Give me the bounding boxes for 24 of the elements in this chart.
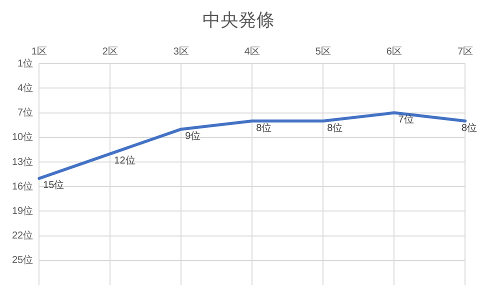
y-tick-label: 19位 [12,204,34,217]
y-tick-label: 13位 [12,156,34,168]
x-tick-label: 4区 [244,46,260,58]
y-tick-label: 22位 [12,230,34,242]
data-label: 7位 [398,114,414,126]
x-tick-label: 5区 [315,46,331,58]
data-label: 8位 [256,122,272,134]
chart-title: 中央発條 [202,10,274,30]
y-tick-label: 16位 [12,180,34,192]
x-tick-label: 2区 [102,46,118,58]
x-tick-label: 6区 [386,46,402,58]
data-label: 9位 [185,130,201,142]
data-label: 15位 [43,179,64,192]
data-label: 12位 [114,154,136,167]
x-tick-label: 7区 [457,46,473,58]
y-tick-label: 7位 [18,106,34,119]
x-tick-label: 3区 [173,46,189,58]
y-tick-label: 1位 [18,57,34,70]
y-tick-label: 10位 [12,131,34,144]
y-tick-label: 25位 [12,254,34,266]
data-label: 8位 [327,122,343,134]
y-tick-label: 4位 [18,82,34,94]
x-tick-label: 1区 [31,46,47,58]
data-label: 8位 [461,122,477,134]
